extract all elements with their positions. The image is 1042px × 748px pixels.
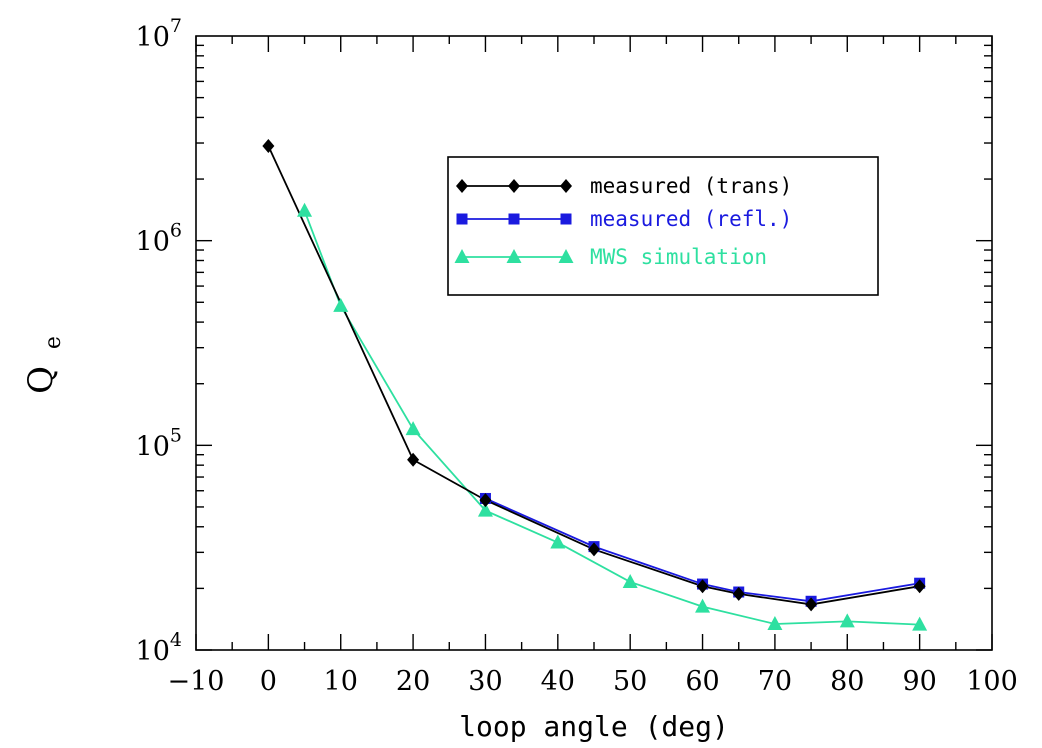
legend-marker — [456, 213, 468, 225]
x-tick-label: 40 — [541, 666, 575, 697]
y-tick-label-exponent: 4 — [170, 629, 182, 651]
y-axis-title: Q e — [21, 336, 66, 394]
series-lines — [267, 145, 920, 626]
y-tick-label-base: 10 — [136, 227, 170, 258]
y-tick-label: 107 — [136, 15, 182, 53]
x-tick-label: 0 — [260, 666, 277, 697]
legend-label: measured (refl.) — [590, 207, 792, 231]
x-tick-label: 90 — [902, 666, 936, 697]
data-point — [839, 613, 855, 628]
plot-frame — [195, 35, 993, 651]
x-tick-label: 100 — [966, 666, 1018, 697]
data-point — [912, 616, 928, 631]
y-axis-title-subscript: e — [41, 336, 66, 349]
legend-marker — [456, 179, 468, 193]
legend-label: measured (trans) — [590, 174, 792, 198]
y-tick-label-exponent: 5 — [170, 424, 182, 446]
x-tick-label: 10 — [324, 666, 358, 697]
legend-marker — [508, 213, 520, 225]
data-point — [695, 598, 711, 613]
y-tick-label: 104 — [136, 629, 182, 667]
y-tick-label-base: 10 — [136, 431, 170, 462]
y-tick-label: 105 — [136, 424, 182, 462]
legend: measured (trans) measured (refl.) MWS simu… — [447, 156, 879, 296]
legend-marker — [560, 213, 572, 225]
legend-label: MWS simulation — [590, 245, 767, 269]
data-point — [297, 202, 313, 217]
data-point — [333, 297, 349, 312]
legend-marker — [508, 179, 520, 193]
legend-marker — [454, 249, 470, 263]
legend-marker — [558, 249, 574, 263]
data-point — [696, 579, 709, 594]
axis-ticks — [195, 36, 993, 651]
y-tick-label: 106 — [136, 220, 182, 258]
x-tick-label: 30 — [468, 666, 502, 697]
data-point — [913, 579, 926, 594]
x-tick-label: 20 — [396, 666, 430, 697]
legend-marker — [560, 179, 572, 193]
series-line — [267, 145, 920, 606]
x-tick-label: 80 — [830, 666, 864, 697]
data-point — [405, 421, 421, 436]
data-point — [732, 586, 745, 601]
data-point — [407, 452, 420, 467]
legend-box — [447, 156, 879, 296]
series-markers — [262, 139, 928, 631]
data-point — [622, 573, 638, 588]
x-tick-label: 60 — [685, 666, 719, 697]
data-point — [767, 615, 783, 630]
legend-marker — [506, 249, 522, 263]
x-tick-label: 50 — [613, 666, 647, 697]
y-tick-label-exponent: 7 — [170, 15, 182, 37]
series-line — [485, 497, 920, 603]
y-tick-label-base: 10 — [136, 636, 170, 667]
x-tick-labels: −10 0 10 20 30 40 50 60 70 80 90 100 — [168, 666, 1018, 697]
y-axis-title-main: Q — [21, 366, 61, 394]
data-point — [477, 502, 493, 517]
data-point — [805, 597, 818, 612]
y-tick-label-base: 10 — [136, 22, 170, 53]
x-tick-label: 70 — [758, 666, 792, 697]
data-point — [550, 534, 566, 549]
data-point — [588, 542, 600, 557]
y-tick-label-exponent: 6 — [170, 220, 182, 242]
data-point — [262, 139, 275, 154]
x-tick-label: −10 — [168, 666, 225, 697]
series-line — [303, 210, 920, 626]
data-point — [479, 493, 492, 508]
x-axis-title: loop angle (deg) — [459, 710, 729, 743]
